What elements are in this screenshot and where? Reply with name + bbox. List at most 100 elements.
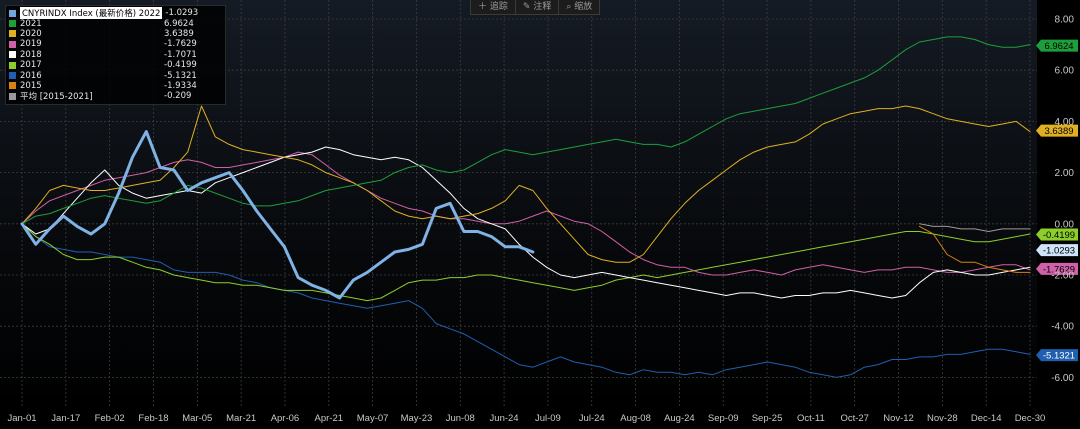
value-tag-text: 3.6389 — [1044, 126, 1073, 137]
x-tick-label: May-07 — [357, 413, 389, 424]
value-tag-text: -5.1321 — [1043, 351, 1075, 362]
legend-value: 3.6389 — [164, 28, 194, 39]
legend-value: -0.209 — [164, 91, 192, 102]
value-tag: -1.7629 — [1036, 262, 1078, 275]
chart-legend: CNYRINDX Index (最新价格) 2022 -1.0293 2021 6… — [5, 5, 226, 105]
x-tick-label: Apr-06 — [271, 413, 300, 424]
legend-swatch — [9, 40, 16, 48]
zoom-label: 缩放 — [574, 2, 593, 12]
y-axis-panel — [1037, 0, 1080, 408]
legend-swatch — [9, 92, 16, 100]
x-tick-label: May-23 — [401, 413, 433, 424]
legend-item[interactable]: 2016 -5.1321 — [9, 70, 222, 81]
zoom-icon: ⌕ — [566, 2, 572, 12]
legend-value: 6.9624 — [164, 18, 194, 29]
x-tick-label: Jul-09 — [535, 413, 561, 424]
value-tag-text: 6.9624 — [1044, 41, 1073, 52]
legend-label: CNYRINDX Index (最新价格) 2022 — [20, 7, 163, 20]
x-tick-label: Oct-27 — [840, 413, 869, 424]
legend-item[interactable]: 2021 6.9624 — [9, 18, 222, 29]
x-tick-label: Jan-01 — [7, 413, 36, 424]
x-tick-label: Apr-21 — [315, 413, 344, 424]
value-tag-bg — [1036, 349, 1078, 362]
value-tag-text: -0.4199 — [1043, 230, 1075, 241]
x-tick-label: Feb-02 — [95, 413, 125, 424]
value-tag-bg — [1036, 244, 1078, 257]
legend-swatch — [9, 20, 16, 28]
legend-label: 2017 — [20, 60, 42, 71]
value-tag-bg — [1036, 39, 1078, 52]
legend-item[interactable]: 2019 -1.7629 — [9, 39, 222, 49]
legend-value: -1.7071 — [164, 49, 197, 60]
value-tag: -5.1321 — [1036, 349, 1078, 362]
y-tick-label: 2.00 — [1055, 168, 1075, 179]
track-button[interactable]: ＋ 追踪 — [471, 0, 516, 14]
x-tick-label: Mar-21 — [226, 413, 256, 424]
value-tag-text: -1.7629 — [1043, 264, 1075, 275]
value-tag: -0.4199 — [1036, 228, 1078, 241]
x-tick-label: Dec-30 — [1015, 413, 1046, 424]
note-icon: ✎ — [522, 2, 531, 12]
x-tick-label: Mar-05 — [182, 413, 212, 424]
series-line — [919, 223, 1031, 232]
value-tag: 6.9624 — [1036, 39, 1078, 52]
y-tick-label: 8.00 — [1055, 15, 1075, 26]
annotate-label: 注释 — [533, 2, 552, 12]
legend-label: 2020 — [20, 28, 42, 39]
series-line — [21, 223, 1031, 302]
legend-label: 2019 — [20, 39, 42, 50]
x-tick-label: Jul-24 — [579, 413, 605, 424]
legend-label: 2016 — [20, 70, 42, 81]
value-tag: 3.6389 — [1036, 124, 1078, 137]
legend-value: -1.9334 — [164, 80, 197, 91]
plus-icon: ＋ — [478, 2, 488, 12]
x-tick-label: Jun-24 — [490, 413, 519, 424]
series-line — [21, 36, 1031, 225]
series-line — [21, 105, 1031, 263]
y-tick-label: -2.00 — [1051, 271, 1074, 282]
x-tick-label: Aug-08 — [620, 413, 651, 424]
legend-item-2022[interactable]: CNYRINDX Index (最新价格) 2022 -1.0293 — [9, 7, 222, 20]
legend-value: -5.1321 — [164, 70, 197, 81]
legend-item[interactable]: 2017 -0.4199 — [9, 60, 222, 70]
value-tag-bg — [1036, 228, 1078, 241]
y-tick-label: 0.00 — [1055, 219, 1075, 230]
legend-swatch — [9, 72, 16, 80]
legend-item[interactable]: 2018 -1.7071 — [9, 50, 222, 60]
series-line — [919, 225, 1031, 273]
series-line — [21, 151, 1031, 276]
y-tick-label: -6.00 — [1051, 373, 1074, 384]
x-tick-label: Oct-11 — [797, 413, 825, 424]
legend-swatch — [9, 82, 16, 90]
legend-label: 2018 — [20, 49, 42, 60]
legend-swatch — [9, 61, 16, 69]
y-tick-label: 4.00 — [1055, 117, 1075, 128]
x-tick-label: Feb-18 — [138, 413, 168, 424]
series-line — [21, 223, 1031, 378]
y-tick-label: -4.00 — [1051, 322, 1074, 333]
legend-item[interactable]: 2020 3.6389 — [9, 29, 222, 39]
legend-value: -1.0293 — [165, 8, 199, 19]
x-tick-label: Sep-09 — [708, 413, 739, 424]
x-tick-label: Jun-08 — [446, 413, 475, 424]
legend-item[interactable]: 平均 [2015-2021] -0.209 — [9, 91, 222, 103]
annotate-button[interactable]: ✎ 注释 — [516, 0, 560, 14]
x-tick-label: Nov-28 — [927, 413, 958, 424]
value-tag-bg — [1036, 124, 1078, 137]
zoom-button[interactable]: ⌕ 缩放 — [559, 0, 599, 14]
x-tick-label: Nov-12 — [883, 413, 914, 424]
legend-label: 平均 [2015-2021] — [20, 92, 93, 103]
x-tick-label: Aug-24 — [664, 413, 695, 424]
legend-swatch — [9, 30, 16, 38]
legend-item[interactable]: 2015 -1.9334 — [9, 81, 222, 91]
value-tag-bg — [1036, 262, 1078, 275]
track-label: 追踪 — [489, 2, 508, 12]
chart-toolbar: ＋ 追踪 ✎ 注释 ⌕ 缩放 — [470, 0, 601, 15]
x-tick-label: Sep-25 — [752, 413, 783, 424]
x-tick-label: Jan-17 — [51, 413, 80, 424]
legend-swatch — [9, 51, 16, 59]
legend-label: 2021 — [20, 18, 42, 29]
y-tick-label: 6.00 — [1055, 66, 1075, 77]
legend-swatch — [9, 9, 16, 17]
legend-value: -0.4199 — [164, 60, 197, 71]
